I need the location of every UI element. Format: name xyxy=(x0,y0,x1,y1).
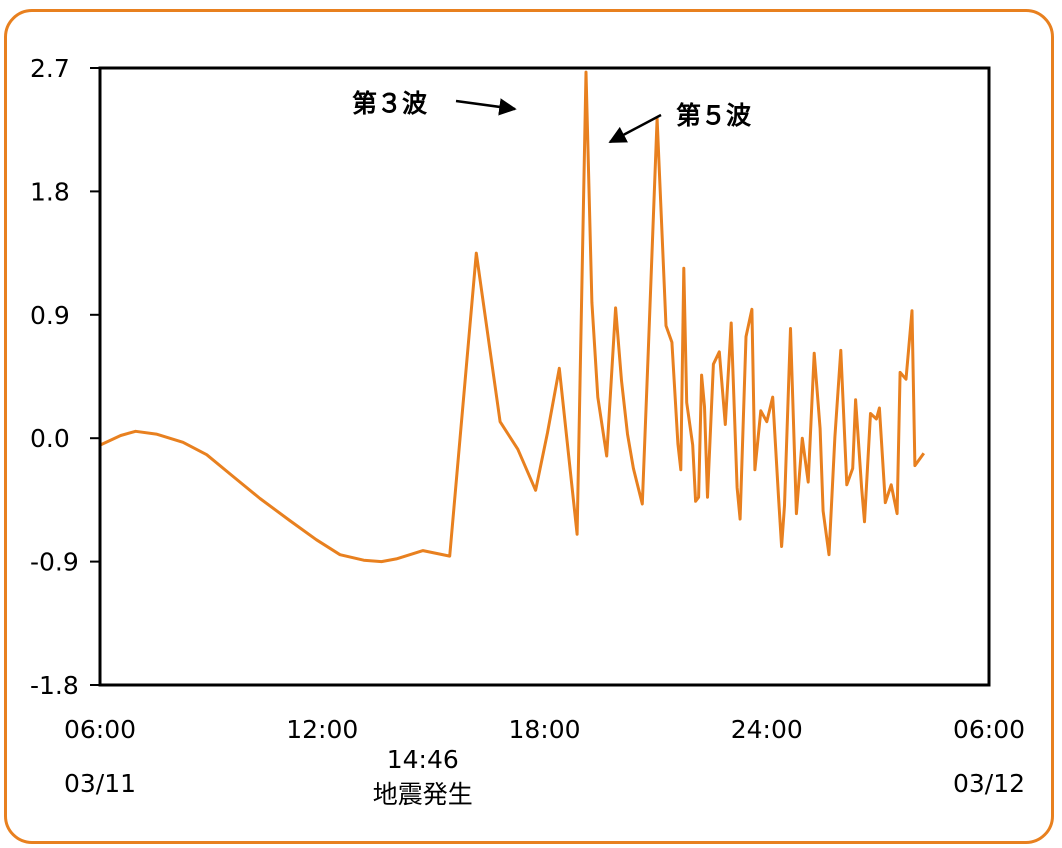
y-tick-label: -0.9 xyxy=(30,548,79,577)
y-tick-label: -1.8 xyxy=(30,671,79,700)
annotation-arrow xyxy=(455,98,517,116)
event-time-label: 14:46 xyxy=(387,745,459,774)
y-tick-label: 1.8 xyxy=(30,177,70,206)
x-tick-label: 06:00 xyxy=(953,715,1025,744)
x-tick-date-label: 03/11 xyxy=(64,769,136,798)
chart-frame xyxy=(4,9,1054,844)
annotation-label: 第３波 xyxy=(352,89,428,118)
x-tick-date-label: 03/12 xyxy=(953,769,1025,798)
y-tick-label: 0.0 xyxy=(30,424,70,453)
x-tick-label: 18:00 xyxy=(508,715,580,744)
series-line xyxy=(99,70,926,564)
x-tick-label: 24:00 xyxy=(731,715,803,744)
x-tick-label: 12:00 xyxy=(286,715,358,744)
event-label: 地震発生 xyxy=(373,780,473,809)
annotation-arrow xyxy=(608,113,662,144)
annotation-label: 第５波 xyxy=(676,101,752,130)
y-tick-label: 2.7 xyxy=(30,54,70,83)
y-tick-label: 0.9 xyxy=(30,301,70,330)
x-tick-label: 06:00 xyxy=(64,715,136,744)
plot-area xyxy=(98,66,991,687)
